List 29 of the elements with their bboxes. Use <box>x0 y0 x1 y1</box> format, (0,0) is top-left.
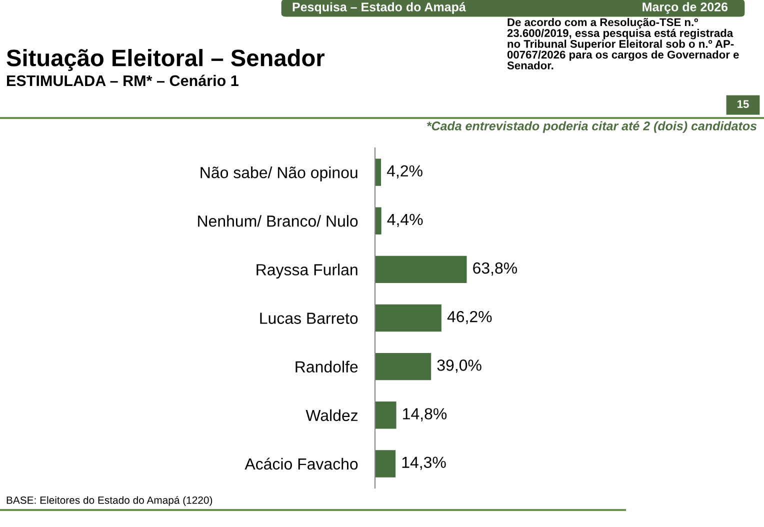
data-label: 39,0% <box>437 360 482 373</box>
bar <box>375 304 442 332</box>
text: Pesquisa – Estado do Amapá <box>292 2 466 14</box>
y-tick-label: Waldez <box>306 409 358 422</box>
y-tick-label: Nenhum/ Branco/ Nulo <box>198 215 358 227</box>
bar <box>375 402 396 429</box>
y-tick-label: Não sabe/ Não opinou <box>200 166 358 182</box>
text: Março de 2026 <box>642 2 728 14</box>
bar <box>375 450 396 478</box>
bar <box>375 158 382 186</box>
text: De acordo com a Resolução-TSE n.º 23.600/2019, essa pesquisa está registrada no Tribunal Superior Eleitoral sob o n.º AP- 00767/2026 para os cargos de Governador e Senador. <box>507 18 739 70</box>
data-label: 14,8% <box>403 408 447 422</box>
bar <box>375 352 432 380</box>
y-tick-label: Rayssa Furlan <box>256 264 358 279</box>
bar <box>375 207 382 234</box>
data-label: 63,8% <box>473 262 518 276</box>
data-label: 14,3% <box>402 456 446 470</box>
data-label: 4,2% <box>386 165 422 178</box>
y-tick-label: Acácio Favacho <box>244 458 358 470</box>
text: Situação Eleitoral – Senador <box>6 48 324 72</box>
text: 15 <box>738 100 749 108</box>
data-label: 4,4% <box>387 214 423 228</box>
bar <box>375 256 467 284</box>
y-tick-label: Randolfe <box>296 360 358 373</box>
text: BASE: Eleitores do Estado do Amapá (1220) <box>6 496 212 506</box>
text: ESTIMULADA – RM* – Cenário 1 <box>7 74 238 86</box>
y-tick-label: Lucas Barreto <box>260 312 358 324</box>
text: *Cada entrevistado poderia citar até 2 (dois) candidatos <box>426 121 757 133</box>
data-label: 46,2% <box>447 310 492 324</box>
